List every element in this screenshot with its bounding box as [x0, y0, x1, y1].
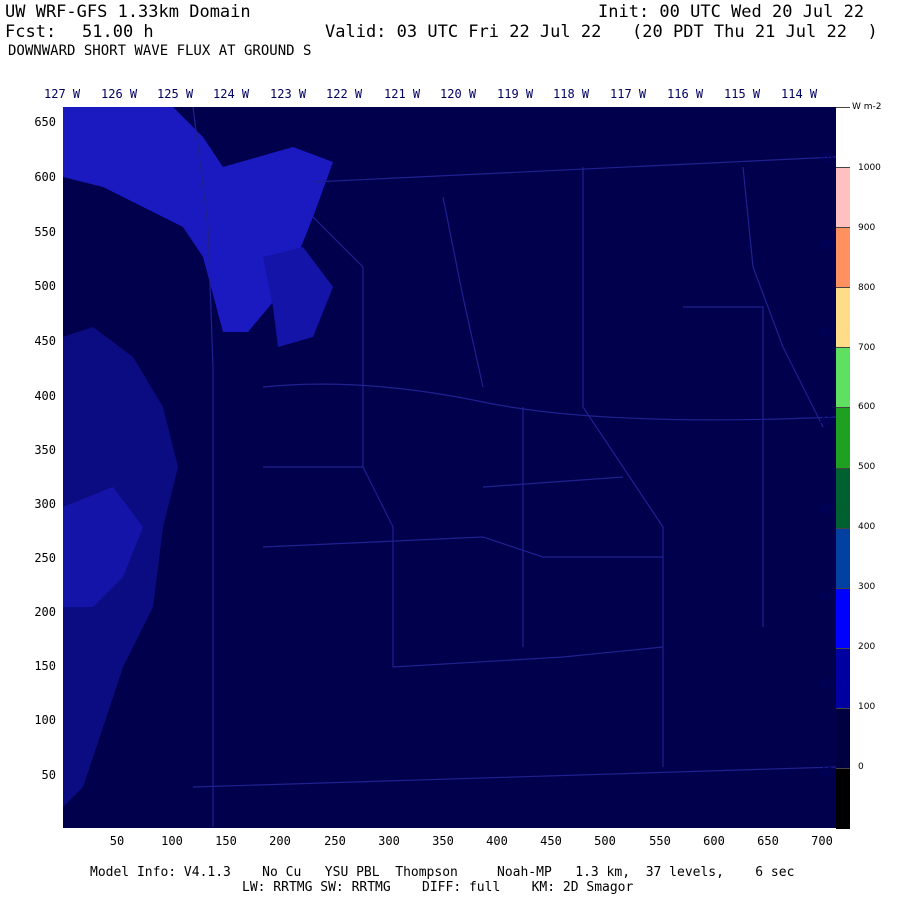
lon-label: 123 W: [270, 87, 307, 101]
model-info-line2: LW: RRTMG SW: RRTMG DIFF: full KM: 2D Sm…: [242, 880, 634, 895]
colorbar-swatch: [836, 587, 850, 649]
colorbar-label: 200: [858, 642, 876, 652]
x-tick: 350: [432, 834, 454, 848]
flux-shading: [63, 107, 333, 807]
colorbar-label: 100: [858, 702, 876, 712]
x-tick: 550: [649, 834, 671, 848]
county-line-c: [482, 476, 624, 488]
lon-label: 121 W: [384, 87, 421, 101]
y-tick: 50: [41, 768, 56, 782]
lon-label: 120 W: [440, 87, 477, 101]
colorbar-label: 800: [858, 283, 876, 293]
lon-label: 127 W: [44, 87, 81, 101]
x-tick: 150: [215, 834, 237, 848]
border-wa-or: [262, 383, 836, 421]
x-tick: 500: [594, 834, 616, 848]
model-info-line1: Model Info: V4.1.3 No Cu YSU PBL Thompso…: [90, 865, 795, 880]
lon-label: 116 W: [667, 87, 704, 101]
y-tick: 100: [34, 713, 56, 727]
lon-label: 122 W: [326, 87, 363, 101]
y-tick: 500: [34, 279, 56, 293]
lon-label: 115 W: [724, 87, 761, 101]
x-tick: 300: [378, 834, 400, 848]
colorbar-swatch: [836, 527, 850, 589]
lon-label: 114 W: [781, 87, 818, 101]
x-tick: 400: [486, 834, 508, 848]
lon-label: 126 W: [101, 87, 138, 101]
colorbar-swatch: [836, 167, 850, 229]
x-tick: 50: [109, 834, 125, 848]
colorbar-swatch: [836, 467, 850, 529]
map-title: UW WRF-GFS 1.33km Domain: [5, 2, 251, 22]
borders: [192, 107, 836, 827]
map-panel: [63, 107, 836, 828]
flux-region-offshore: [63, 487, 143, 607]
colorbar-label: 1000: [858, 163, 881, 173]
colorbar-swatch: [836, 227, 850, 289]
y-tick: 600: [34, 170, 56, 184]
forecast-label: Fcst:: [5, 22, 57, 42]
y-tick: 650: [34, 115, 56, 129]
border-or-ca: [192, 766, 836, 788]
colorbar-label: 700: [858, 343, 876, 353]
colorbar-label: 900: [858, 223, 876, 233]
x-tick: 600: [703, 834, 725, 848]
colorbar-swatch: [836, 647, 850, 709]
flux-region-sound: [263, 247, 333, 347]
x-tick: 250: [324, 834, 346, 848]
colorbar-swatch: [836, 287, 850, 349]
county-line-d: [262, 536, 663, 558]
colorbar-swatch: [836, 407, 850, 469]
colorbar-swatch: [836, 107, 850, 169]
colorbar-unit: W m-2: [852, 102, 882, 112]
colorbar-swatch: [836, 707, 850, 769]
county-line-b: [442, 196, 484, 388]
lon-label: 117 W: [610, 87, 647, 101]
lon-label: 125 W: [157, 87, 194, 101]
y-tick: 450: [34, 334, 56, 348]
colorbar-label: 0: [858, 762, 864, 772]
forecast-hour: 51.00 h: [82, 22, 154, 42]
lon-label: 124 W: [213, 87, 250, 101]
colorbar-label: 500: [858, 462, 876, 472]
y-tick: 150: [34, 659, 56, 673]
x-tick: 700: [811, 834, 833, 848]
x-tick: 100: [161, 834, 183, 848]
y-tick: 400: [34, 389, 56, 403]
y-tick: 350: [34, 443, 56, 457]
y-tick: 550: [34, 225, 56, 239]
init-time: Init: 00 UTC Wed 20 Jul 22: [598, 2, 865, 22]
valid-time: Valid: 03 UTC Fri 22 Jul 22 (20 PDT Thu …: [325, 22, 878, 42]
y-tick: 200: [34, 605, 56, 619]
field-name: DOWNWARD SHORT WAVE FLUX AT GROUND S: [8, 43, 312, 59]
lon-label: 118 W: [553, 87, 590, 101]
x-tick: 200: [269, 834, 291, 848]
x-tick: 450: [540, 834, 562, 848]
colorbar-label: 400: [858, 522, 876, 532]
border-id-mt: [742, 166, 824, 428]
colorbar-swatch: [836, 347, 850, 409]
coastline: [192, 107, 214, 827]
y-tick: 250: [34, 551, 56, 565]
border-latitude-49: [312, 156, 836, 183]
flux-region-north: [63, 107, 333, 332]
y-tick: 300: [34, 497, 56, 511]
x-tick: 650: [757, 834, 779, 848]
county-line-h: [683, 306, 764, 627]
colorbar-label: 600: [858, 402, 876, 412]
county-line-e: [392, 646, 664, 668]
lon-label: 119 W: [497, 87, 534, 101]
colorbar-label: 300: [858, 582, 876, 592]
colorbar-swatch: [836, 767, 850, 829]
border-or-id: [582, 167, 664, 767]
